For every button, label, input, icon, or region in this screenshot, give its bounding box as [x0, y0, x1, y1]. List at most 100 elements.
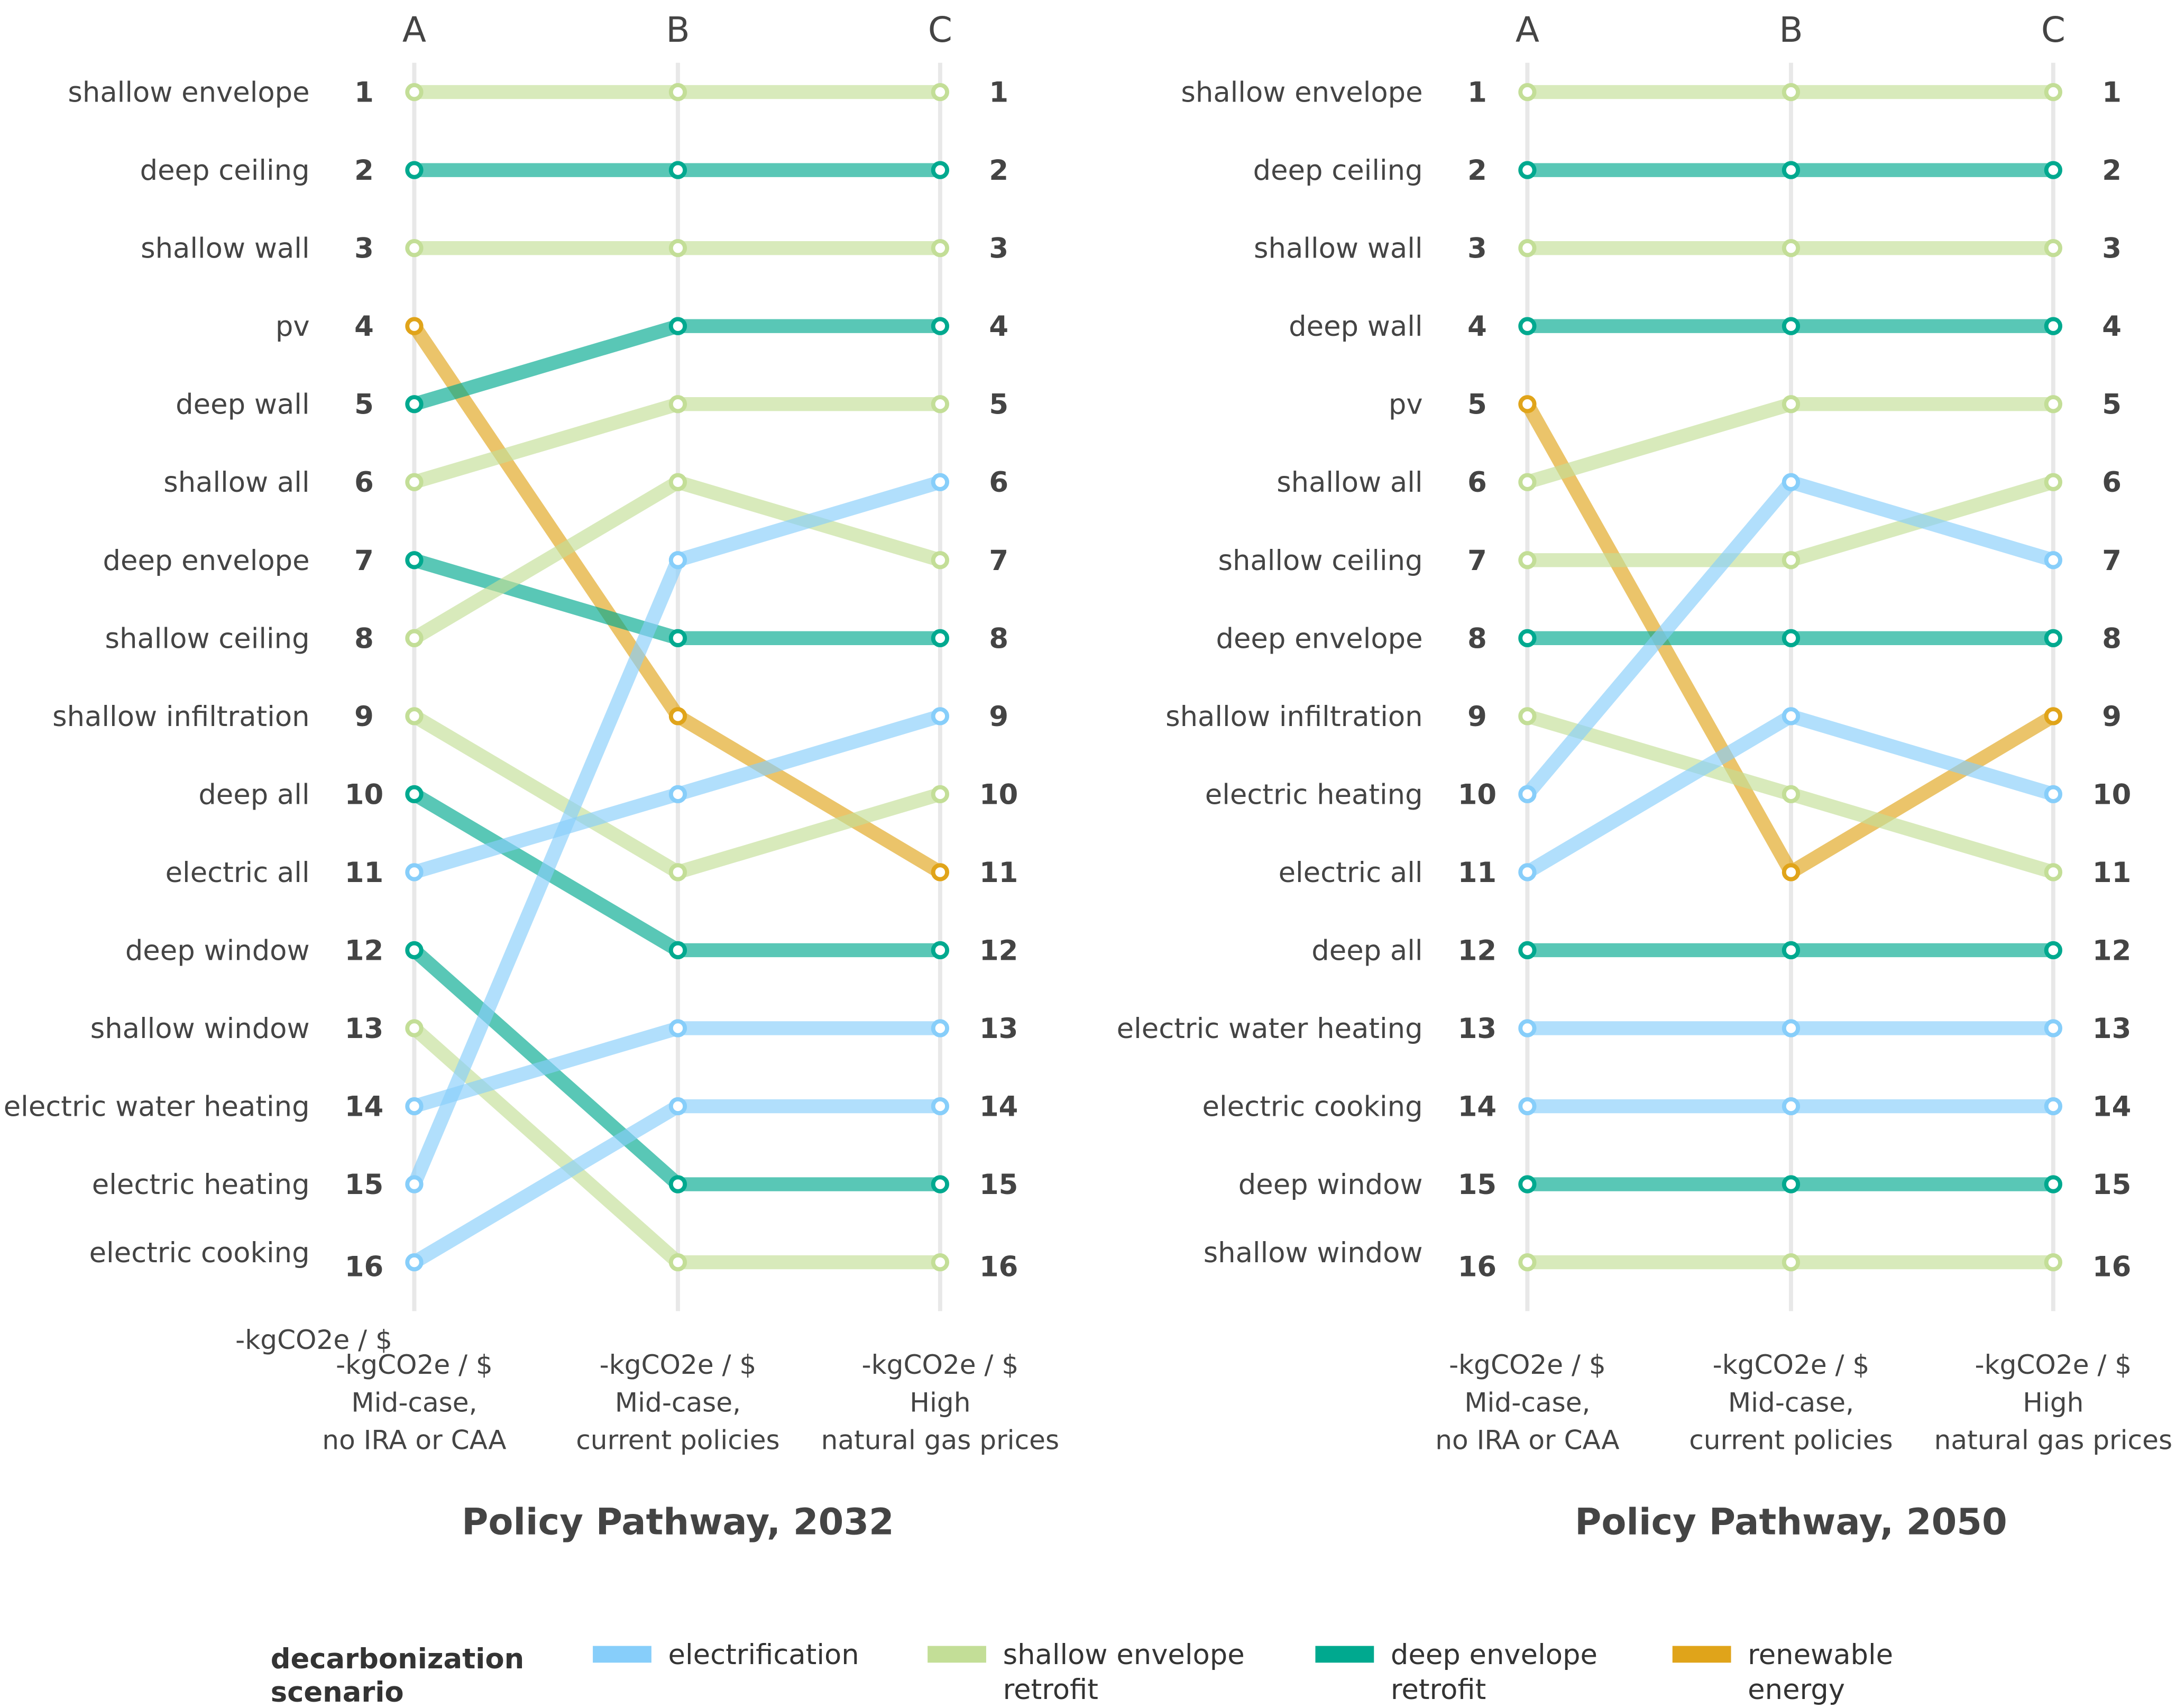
rank-label-right: 8 — [989, 622, 1008, 655]
data-point — [2044, 161, 2063, 179]
data-point — [1782, 707, 1801, 726]
data-point — [1518, 317, 1537, 335]
data-point — [668, 863, 687, 881]
item-label: electric all — [1279, 857, 1423, 889]
data-point — [931, 473, 950, 491]
legend-swatch-electrification — [593, 1646, 651, 1663]
rank-label-left: 4 — [1467, 310, 1487, 343]
column-label: -kgCO2e / $ — [336, 1349, 493, 1380]
rank-label-right: 7 — [2102, 545, 2122, 577]
rank-label-left: 8 — [354, 622, 374, 655]
rank-label-right: 11 — [979, 857, 1018, 889]
data-point — [1782, 1097, 1801, 1116]
column-label: current policies — [1689, 1425, 1893, 1456]
column-header: B — [1779, 10, 1803, 50]
item-label: shallow envelope — [68, 77, 309, 109]
data-point — [1518, 707, 1537, 726]
data-point — [668, 629, 687, 647]
rank-label-left: 7 — [1467, 545, 1487, 577]
column-label: no IRA or CAA — [322, 1425, 506, 1456]
rank-label-right: 7 — [989, 545, 1008, 577]
item-label: pv — [276, 310, 310, 343]
item-label: deep ceiling — [140, 154, 310, 187]
data-point — [931, 1175, 950, 1193]
item-label: deep all — [1311, 934, 1422, 967]
item-label: shallow window — [90, 1013, 310, 1045]
item-label: shallow window — [1204, 1237, 1423, 1269]
rank-label-right: 12 — [2092, 934, 2131, 967]
rank-label-left: 16 — [345, 1251, 383, 1283]
data-point — [931, 161, 950, 179]
data-point — [1782, 1253, 1801, 1272]
rank-label-left: 11 — [345, 857, 383, 889]
rank-label-right: 1 — [989, 77, 1008, 109]
data-point — [668, 161, 687, 179]
data-point — [2044, 395, 2063, 414]
rank-label-left: 15 — [345, 1169, 383, 1201]
rank-label-right: 2 — [2102, 154, 2122, 187]
data-point — [931, 395, 950, 414]
data-point — [931, 1097, 950, 1116]
rank-label-left: 8 — [1467, 622, 1487, 655]
item-label: deep all — [198, 778, 309, 811]
rank-label-left: 1 — [354, 77, 374, 109]
rank-label-right: 8 — [2102, 622, 2122, 655]
data-point — [1782, 863, 1801, 881]
data-point — [668, 82, 687, 102]
data-point — [2044, 941, 2063, 960]
rank-label-left: 4 — [354, 310, 374, 343]
data-point — [931, 629, 950, 647]
legend-label: energy — [1748, 1674, 1845, 1706]
data-point — [668, 239, 687, 258]
item-label: deep window — [1238, 1169, 1423, 1201]
data-point — [1518, 941, 1537, 960]
panel-0: A -kgCO2e / $ Mid-case, no IRA or CAA B -kgCO… — [4, 10, 1059, 1543]
item-label: pv — [1389, 389, 1423, 421]
data-point — [2044, 1175, 2063, 1193]
data-point — [405, 1175, 424, 1193]
item-label: shallow all — [163, 466, 309, 499]
data-point — [1518, 82, 1537, 102]
column-label: -kgCO2e / $ — [1449, 1349, 1606, 1380]
rank-label-left: 14 — [1458, 1090, 1496, 1123]
item-label: shallow envelope — [1181, 77, 1422, 109]
column-label: High — [2023, 1386, 2083, 1418]
data-point — [405, 161, 424, 179]
column-label: no IRA or CAA — [1435, 1425, 1619, 1456]
data-point — [2044, 785, 2063, 804]
rank-label-left: 5 — [354, 389, 374, 421]
data-point — [2044, 551, 2063, 570]
legend-title: decarbonization — [271, 1643, 524, 1675]
rank-label-left: 1 — [1467, 77, 1487, 109]
data-point — [405, 317, 424, 335]
legend-label: renewable — [1748, 1639, 1893, 1671]
data-point — [405, 785, 424, 804]
rank-label-left: 16 — [1458, 1251, 1496, 1283]
item-label: deep envelope — [1216, 622, 1422, 655]
column-header: C — [928, 10, 952, 50]
data-point — [1518, 1019, 1537, 1037]
data-point — [405, 239, 424, 258]
data-point — [1518, 785, 1537, 804]
rank-label-right: 10 — [2092, 778, 2131, 811]
legend-swatch-renewable — [1672, 1646, 1731, 1663]
legend-label: retrofit — [1391, 1674, 1486, 1706]
data-point — [668, 473, 687, 491]
rank-label-right: 9 — [989, 701, 1008, 733]
item-label: deep ceiling — [1253, 154, 1423, 187]
rank-label-right: 16 — [979, 1251, 1018, 1283]
data-point — [1782, 1019, 1801, 1037]
data-point — [405, 707, 424, 726]
item-label: deep window — [125, 934, 310, 967]
data-point — [931, 941, 950, 960]
data-point — [405, 629, 424, 647]
data-point — [2044, 1097, 2063, 1116]
column-label: natural gas prices — [1934, 1425, 2172, 1456]
rank-label-right: 14 — [2092, 1090, 2131, 1123]
rank-label-right: 10 — [979, 778, 1018, 811]
data-point — [405, 551, 424, 570]
item-label: deep wall — [176, 389, 309, 421]
data-point — [668, 317, 687, 335]
rank-label-right: 3 — [2102, 233, 2122, 265]
